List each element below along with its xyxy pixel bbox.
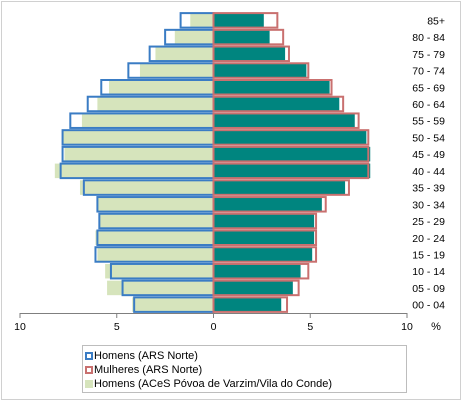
bar-homens-aces-p-voa-de-varzim-vila-do-conde-20-24	[95, 230, 214, 245]
bar-outline-mulheres-ars-norte-25-29	[212, 212, 318, 230]
bar-homens-aces-p-voa-de-varzim-vila-do-conde-80-84	[174, 29, 214, 45]
bar-mulheres-aces-p-voa-de-varzim-vila-do-conde-05-09	[213, 280, 293, 296]
legend-item-mulheres-ars-norte: Mulheres (ARS Norte)	[85, 363, 202, 377]
bar-homens-aces-p-voa-de-varzim-vila-do-conde-50-54	[62, 130, 214, 145]
bar-homens-aces-p-voa-de-varzim-vila-do-conde-10-14	[105, 263, 214, 279]
age-label-85: 85+	[427, 15, 445, 27]
bar-mulheres-aces-p-voa-de-varzim-vila-do-conde-85	[213, 13, 264, 28]
bar-outline-mulheres-ars-norte-15-19	[212, 246, 318, 263]
bar-outline-mulheres-ars-norte-65-69	[212, 79, 333, 96]
bar-outline-mulheres-ars-norte-85	[212, 12, 279, 29]
bar-mulheres-aces-p-voa-de-varzim-vila-do-conde-80-84	[213, 29, 270, 45]
x-tick-label-4: 10	[401, 321, 413, 333]
bar-mulheres-aces-p-voa-de-varzim-vila-do-conde-65-69	[213, 80, 330, 95]
legend-label-mulheres-ars-norte: Mulheres (ARS Norte)	[94, 364, 203, 376]
bar-outline-mulheres-ars-norte-00-04	[212, 296, 289, 313]
legend-swatch-homens-aces	[85, 380, 93, 388]
bar-outline-mulheres-ars-norte-50-54	[212, 129, 370, 146]
bar-homens-aces-p-voa-de-varzim-vila-do-conde-35-39	[79, 180, 214, 195]
bar-mulheres-aces-p-voa-de-varzim-vila-do-conde-70-74	[213, 63, 307, 78]
bar-outline-mulheres-ars-norte-55-59	[212, 112, 360, 129]
bar-outline-mulheres-ars-norte-60-64	[212, 95, 345, 113]
x-tick-label-0: 10	[14, 321, 26, 333]
bar-homens-aces-p-voa-de-varzim-vila-do-conde-45-49	[64, 146, 214, 162]
age-label-45-49: 45 - 49	[412, 149, 445, 161]
bar-homens-aces-p-voa-de-varzim-vila-do-conde-65-69	[109, 80, 214, 95]
age-label-25-29: 25 - 29	[412, 216, 445, 228]
legend-swatch-homens-ars-norte	[85, 352, 93, 360]
bar-mulheres-aces-p-voa-de-varzim-vila-do-conde-30-34	[213, 197, 322, 212]
x-axis-unit-label: %	[431, 321, 441, 333]
bar-homens-aces-p-voa-de-varzim-vila-do-conde-15-19	[97, 247, 214, 262]
bar-mulheres-aces-p-voa-de-varzim-vila-do-conde-55-59	[213, 113, 355, 128]
bar-outline-mulheres-ars-norte-30-34	[212, 196, 327, 213]
age-label-75-79: 75 - 79	[412, 49, 445, 61]
bar-outline-mulheres-ars-norte-10-14	[212, 262, 310, 280]
age-label-70-74: 70 - 74	[412, 66, 445, 78]
age-label-55-59: 55 - 59	[412, 116, 445, 128]
bar-mulheres-aces-p-voa-de-varzim-vila-do-conde-20-24	[213, 230, 315, 245]
x-tick-label-3: 5	[307, 321, 313, 333]
age-label-50-54: 50 - 54	[412, 132, 445, 144]
bar-outline-mulheres-ars-norte-80-84	[212, 28, 285, 46]
age-label-20-24: 20 - 24	[412, 233, 445, 245]
age-label-60-64: 60 - 64	[412, 99, 445, 111]
bar-mulheres-aces-p-voa-de-varzim-vila-do-conde-15-19	[213, 247, 313, 262]
bar-homens-aces-p-voa-de-varzim-vila-do-conde-70-74	[139, 63, 214, 78]
bar-homens-aces-p-voa-de-varzim-vila-do-conde-85	[190, 13, 214, 28]
age-label-80-84: 80 - 84	[412, 32, 445, 44]
age-label-10-14: 10 - 14	[412, 266, 445, 278]
age-label-35-39: 35 - 39	[412, 183, 445, 195]
bar-mulheres-aces-p-voa-de-varzim-vila-do-conde-50-54	[213, 130, 367, 145]
bar-mulheres-aces-p-voa-de-varzim-vila-do-conde-40-44	[213, 163, 371, 179]
legend-label-homens-aces: Homens (ACeS Póvoa de Varzim/Vila do Con…	[94, 378, 333, 390]
bar-mulheres-aces-p-voa-de-varzim-vila-do-conde-35-39	[213, 180, 346, 195]
bar-mulheres-aces-p-voa-de-varzim-vila-do-conde-00-04	[213, 297, 282, 312]
legend-item-homens-ars-norte: Homens (ARS Norte)	[85, 349, 198, 363]
bar-homens-aces-p-voa-de-varzim-vila-do-conde-25-29	[99, 213, 214, 229]
bar-homens-aces-p-voa-de-varzim-vila-do-conde-05-09	[107, 280, 214, 296]
bar-mulheres-aces-p-voa-de-varzim-vila-do-conde-60-64	[213, 96, 340, 112]
bar-outline-mulheres-ars-norte-45-49	[212, 145, 370, 163]
bar-outline-mulheres-ars-norte-70-74	[212, 62, 310, 79]
bar-homens-aces-p-voa-de-varzim-vila-do-conde-40-44	[54, 163, 214, 179]
bar-mulheres-aces-p-voa-de-varzim-vila-do-conde-10-14	[213, 263, 301, 279]
legend-swatch-mulheres-ars-norte	[85, 366, 93, 374]
bar-outline-mulheres-ars-norte-05-09	[212, 279, 300, 297]
chart-legend: Homens (ARS Norte) Mulheres (ARS Norte) …	[82, 345, 407, 393]
bar-homens-aces-p-voa-de-varzim-vila-do-conde-00-04	[132, 297, 214, 312]
legend-label-homens-ars-norte: Homens (ARS Norte)	[94, 350, 198, 362]
x-tick-label-1: 5	[114, 321, 120, 333]
bar-homens-aces-p-voa-de-varzim-vila-do-conde-60-64	[97, 96, 214, 112]
bar-outline-mulheres-ars-norte-40-44	[212, 162, 370, 180]
age-label-65-69: 65 - 69	[412, 82, 445, 94]
age-label-00-04: 00 - 04	[412, 300, 445, 312]
x-tick-label-2: 0	[211, 321, 217, 333]
bar-homens-aces-p-voa-de-varzim-vila-do-conde-55-59	[81, 113, 214, 128]
bar-mulheres-aces-p-voa-de-varzim-vila-do-conde-25-29	[213, 213, 315, 229]
bar-homens-aces-p-voa-de-varzim-vila-do-conde-30-34	[97, 197, 214, 212]
bar-homens-aces-p-voa-de-varzim-vila-do-conde-75-79	[155, 46, 214, 62]
bar-mulheres-aces-p-voa-de-varzim-vila-do-conde-75-79	[213, 46, 286, 62]
age-label-40-44: 40 - 44	[412, 166, 445, 178]
age-label-05-09: 05 - 09	[412, 283, 445, 295]
bar-mulheres-aces-p-voa-de-varzim-vila-do-conde-45-49	[213, 146, 371, 162]
bar-outline-mulheres-ars-norte-20-24	[212, 229, 318, 246]
age-label-30-34: 30 - 34	[412, 199, 445, 211]
bar-outline-mulheres-ars-norte-35-39	[212, 179, 350, 196]
legend-item-homens-aces: Homens (ACeS Póvoa de Varzim/Vila do Con…	[85, 377, 332, 391]
bar-outline-mulheres-ars-norte-75-79	[212, 45, 290, 63]
age-label-15-19: 15 - 19	[412, 249, 445, 261]
